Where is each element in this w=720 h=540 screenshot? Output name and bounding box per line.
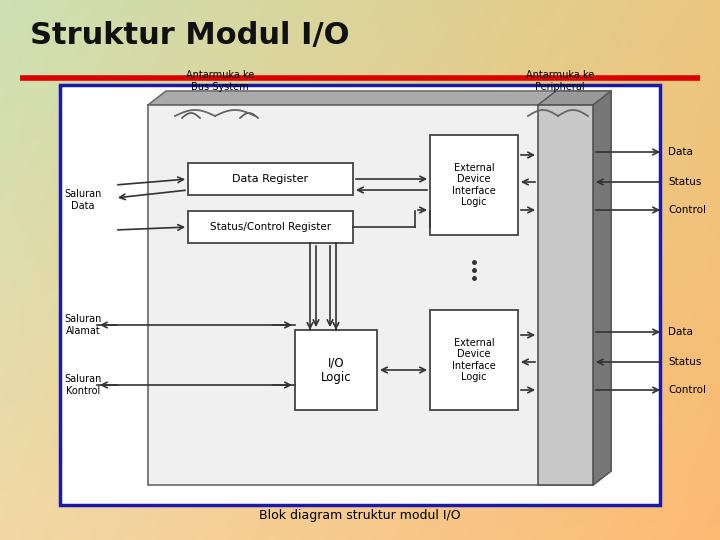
Text: Struktur Modul I/O: Struktur Modul I/O <box>30 21 349 50</box>
Text: Antarmuka ke
Peripheral: Antarmuka ke Peripheral <box>526 70 594 92</box>
Text: Data: Data <box>668 147 693 157</box>
Bar <box>430 310 518 410</box>
Polygon shape <box>593 91 611 485</box>
Text: Antarmuka ke
Bus System: Antarmuka ke Bus System <box>186 70 254 92</box>
Text: Control: Control <box>668 385 706 395</box>
Text: External
Device
Interface
Logic: External Device Interface Logic <box>452 338 496 382</box>
Bar <box>188 211 353 243</box>
Text: Status: Status <box>668 177 701 187</box>
Text: Data: Data <box>668 327 693 337</box>
Polygon shape <box>148 91 611 105</box>
Bar <box>430 135 518 235</box>
Text: External
Device
Interface
Logic: External Device Interface Logic <box>452 163 496 207</box>
Text: Status: Status <box>668 357 701 367</box>
Bar <box>60 85 660 505</box>
Polygon shape <box>538 91 611 105</box>
Text: Status/Control Register: Status/Control Register <box>210 222 331 232</box>
Bar <box>538 105 593 485</box>
Text: Saluran
Data: Saluran Data <box>64 189 102 211</box>
Text: I/O
Logic: I/O Logic <box>320 356 351 384</box>
Text: Control: Control <box>668 205 706 215</box>
Bar <box>148 105 593 485</box>
Text: Data Register: Data Register <box>233 174 309 184</box>
Polygon shape <box>593 91 611 485</box>
Text: Saluran
Kontrol: Saluran Kontrol <box>64 374 102 396</box>
Text: Saluran
Alamat: Saluran Alamat <box>64 314 102 336</box>
Bar <box>295 330 377 410</box>
Text: Blok diagram struktur modul I/O: Blok diagram struktur modul I/O <box>259 509 461 522</box>
Bar <box>188 163 353 195</box>
